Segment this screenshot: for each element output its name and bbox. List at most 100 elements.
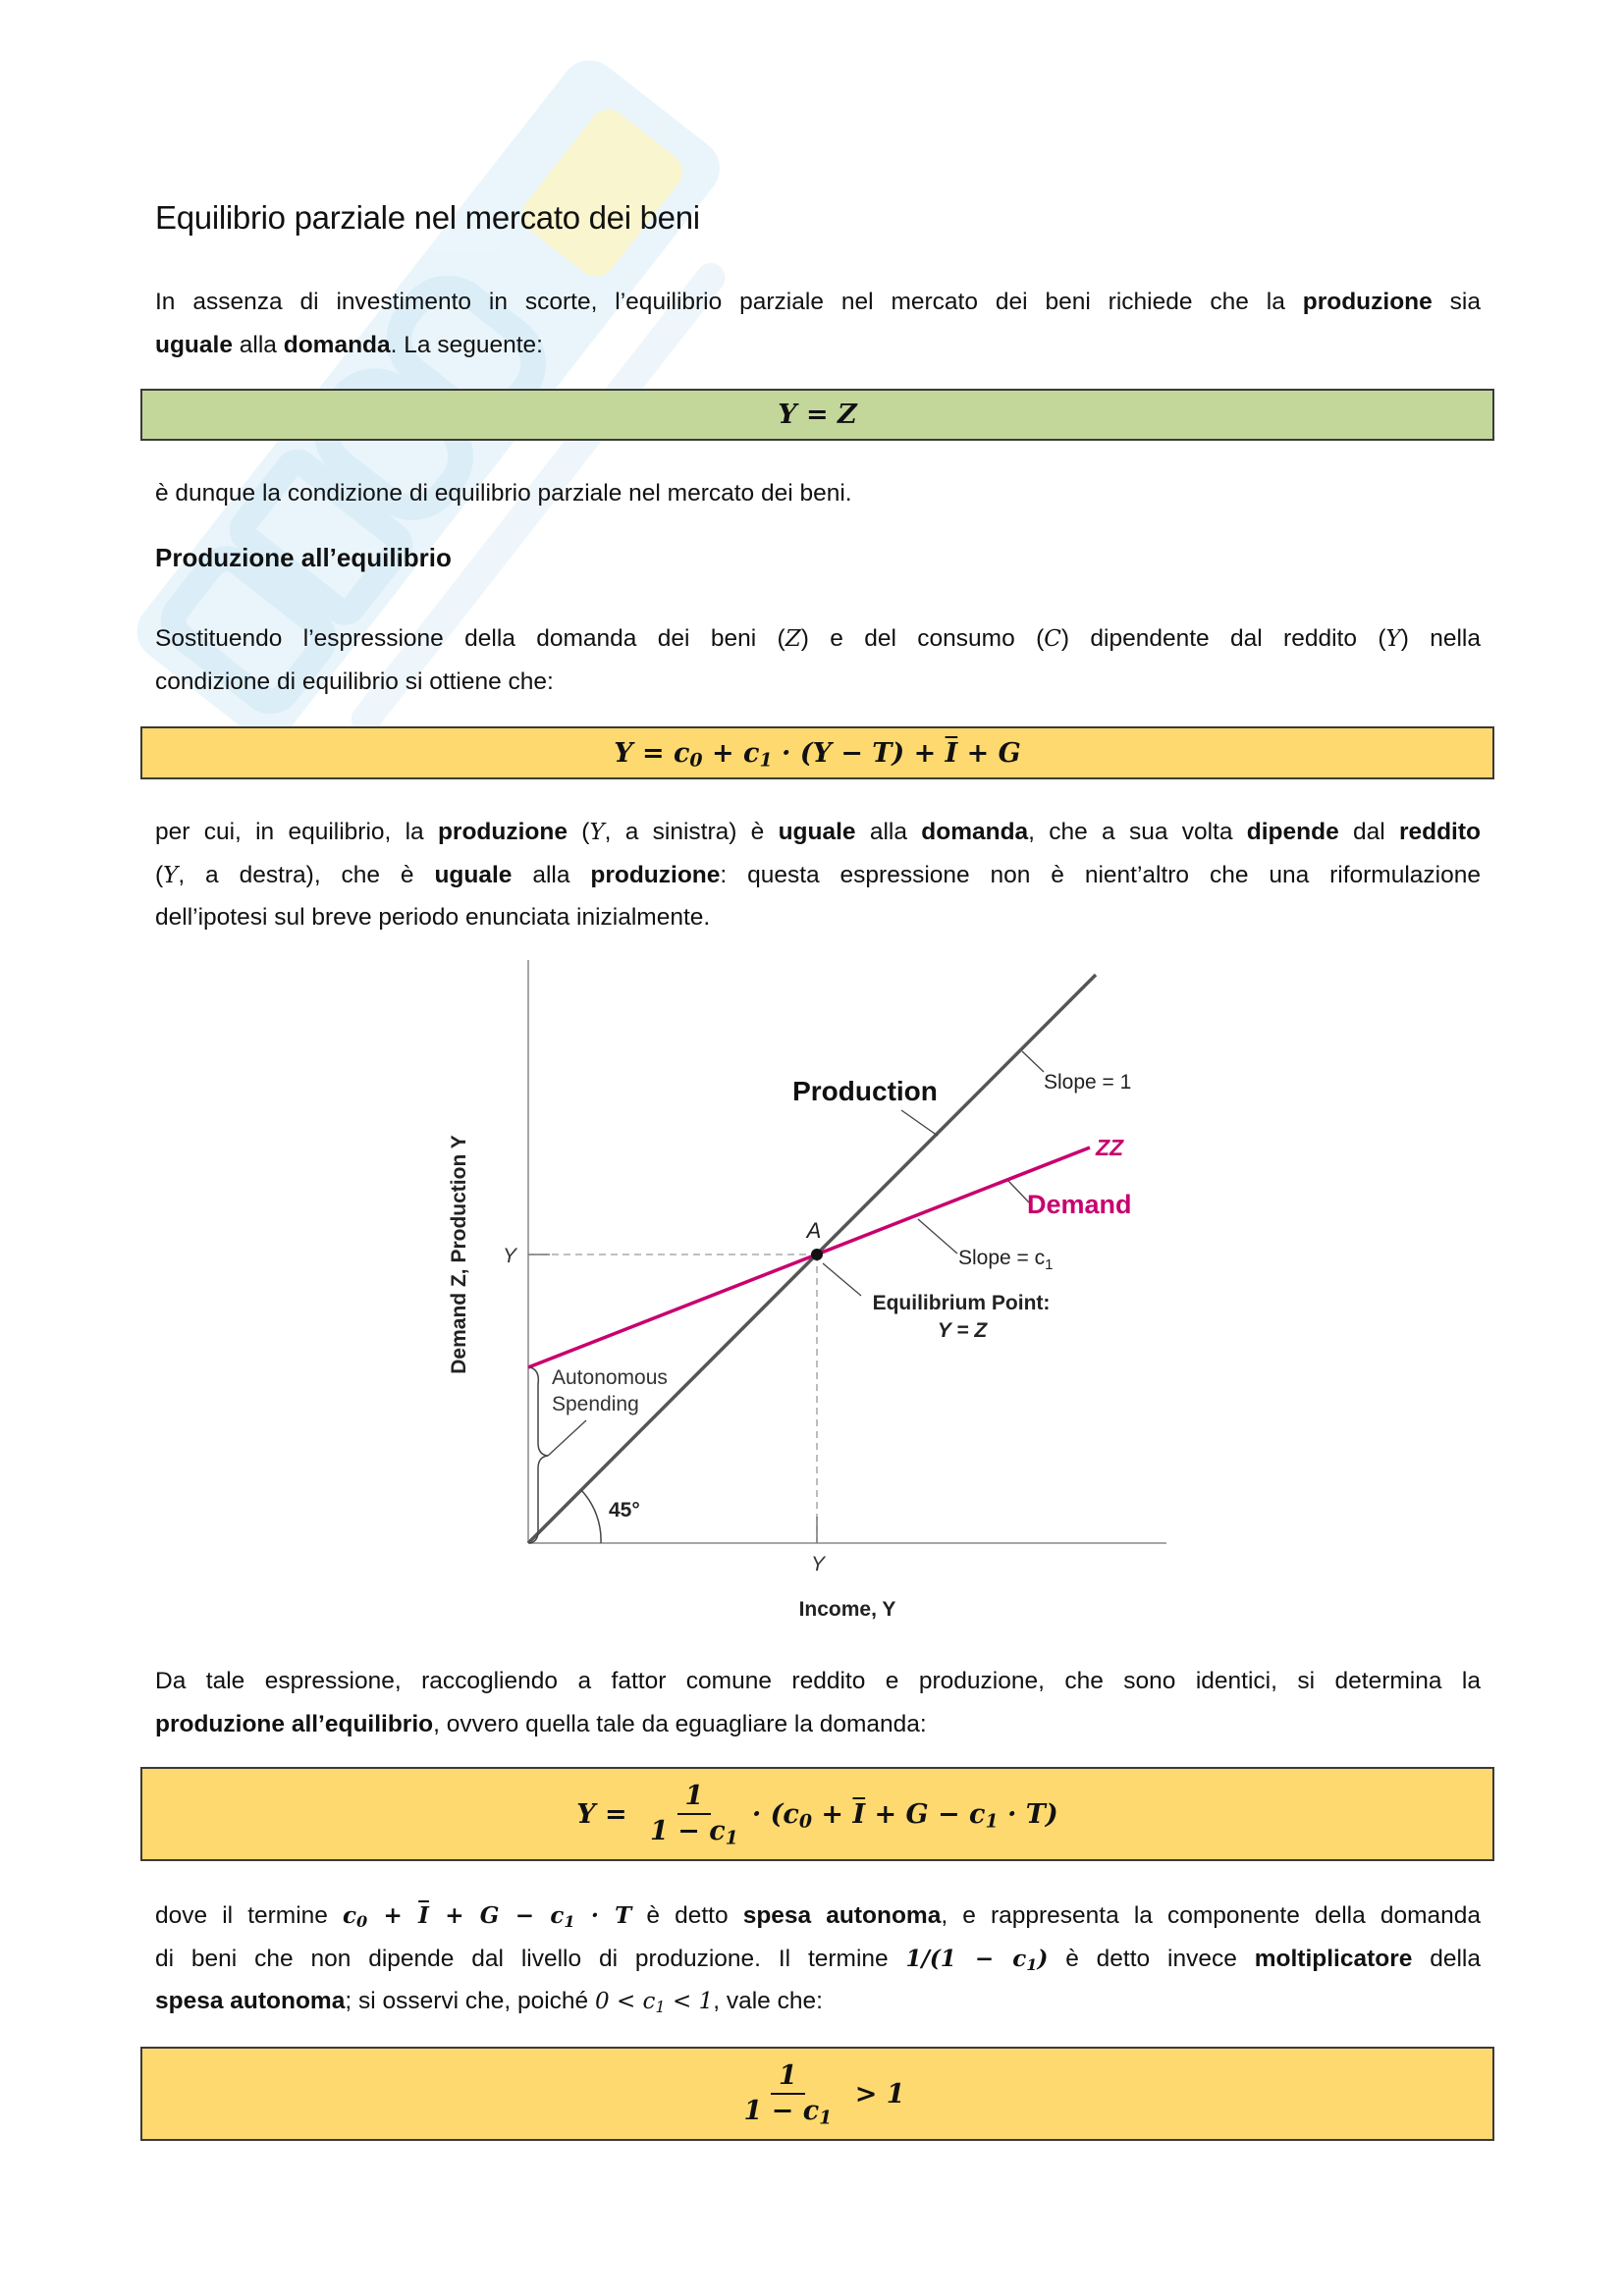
segment-text: Sostituendo l’espressione della domanda … bbox=[155, 625, 785, 652]
text-segment: + G bbox=[957, 738, 1021, 769]
segment-text: dove il termine bbox=[155, 1902, 344, 1929]
segment-text: dell’ipotesi sul breve periodo enunciata… bbox=[155, 904, 711, 932]
segment-text: , e rappresenta la componente della doma… bbox=[941, 1902, 1481, 1929]
segment-text: , che a sua volta bbox=[1028, 819, 1247, 845]
segment-text: I bbox=[418, 1902, 429, 1929]
text-segment: 1 bbox=[779, 2060, 797, 2091]
text-segment: alla bbox=[233, 332, 284, 358]
segment-text: , ovvero quella tale da eguagliare la do… bbox=[433, 1710, 927, 1737]
text-segment: , ovvero quella tale da eguagliare la do… bbox=[433, 1711, 927, 1737]
production-line bbox=[526, 973, 1098, 1545]
bold-text: uguale bbox=[155, 332, 233, 358]
segment-text: alla bbox=[512, 861, 591, 888]
segment-text: produzione bbox=[437, 819, 568, 845]
math-term: Y bbox=[1386, 626, 1401, 652]
subscript: 1 bbox=[1026, 1954, 1038, 1974]
keynesian-cross-figure: Demand Z, Production Y Y Y Income, Y Pro… bbox=[448, 960, 1166, 1621]
segment-text: · (Y − T) + bbox=[772, 737, 946, 769]
section-heading: Produzione all’equilibrio bbox=[155, 543, 452, 572]
segment-text: + G − bbox=[865, 1798, 969, 1830]
text-segment: condizione di equilibrio si ottiene che: bbox=[155, 668, 554, 695]
segment-text: domanda bbox=[921, 819, 1029, 845]
text-segment: ) e del consumo ( bbox=[801, 625, 1045, 652]
segment-text: Y bbox=[163, 862, 179, 888]
text-segment: della bbox=[1412, 1946, 1481, 1972]
math-term: 0 < bbox=[595, 1989, 643, 2014]
segment-text: c bbox=[743, 737, 760, 769]
segment-text: è detto bbox=[631, 1902, 743, 1929]
text-segment: I bbox=[852, 1799, 865, 1830]
text-line: (Y, a destra), che è uguale alla produzi… bbox=[155, 854, 1481, 897]
segment-text: c bbox=[343, 1902, 357, 1929]
text-segment: + bbox=[812, 1799, 852, 1830]
subscript: 1 bbox=[655, 1998, 666, 2017]
segment-text: Da tale espressione, raccogliendo a fatt… bbox=[155, 1668, 1481, 1694]
segment-text: : questa espressione non è nient’altro c… bbox=[720, 861, 1481, 888]
segment-text: reddito bbox=[1398, 819, 1481, 845]
subscript: 0 bbox=[689, 749, 703, 772]
bold-text: produzione bbox=[590, 862, 720, 888]
bold-text: produzione all’equilibrio bbox=[155, 1711, 433, 1737]
paragraph-interpretation: per cui, in equilibrio, la produzione (Y… bbox=[155, 811, 1481, 939]
text-segment: : questa espressione non è nient’altro c… bbox=[720, 862, 1481, 888]
paragraph-intro: In assenza di investimento in scorte, l’… bbox=[155, 281, 1481, 366]
text-segment: c1 bbox=[709, 1816, 738, 1848]
fraction: 1 1 − c1 bbox=[642, 1781, 746, 1848]
subscript: 0 bbox=[356, 1912, 368, 1932]
segment-text: > 1 bbox=[845, 2078, 905, 2109]
segment-text: , a destra), che è bbox=[178, 861, 435, 888]
text-line: In assenza di investimento in scorte, l’… bbox=[155, 281, 1481, 324]
segment-text: Y = Z bbox=[778, 400, 857, 430]
segment-text: per cui, in equilibrio, la bbox=[155, 819, 438, 845]
text-segment: + bbox=[703, 738, 743, 769]
bold-text: uguale bbox=[434, 862, 512, 888]
page-title: Equilibrio parziale nel mercato dei beni bbox=[155, 199, 700, 236]
text-segment: , a sinistra) è bbox=[605, 819, 779, 845]
segment-text: 1/(1 − bbox=[905, 1945, 1013, 1972]
math-term: ) bbox=[1037, 1946, 1048, 1972]
segment-text: 0 < bbox=[595, 1989, 643, 2015]
text-segment: dell’ipotesi sul breve periodo enunciata… bbox=[155, 904, 710, 931]
denominator: 1 − c1 bbox=[642, 1815, 746, 1848]
text-segment: + G − bbox=[865, 1799, 969, 1830]
text-segment: 1 bbox=[685, 1781, 704, 1811]
math-term: · T bbox=[575, 1902, 631, 1929]
demand-line-zz bbox=[527, 1146, 1091, 1369]
text-segment: Sostituendo l’espressione della domanda … bbox=[155, 625, 785, 652]
math-term: + bbox=[367, 1902, 418, 1929]
text-segment: > 1 bbox=[845, 2078, 905, 2109]
segment-text: produzione all’equilibrio bbox=[155, 1710, 434, 1737]
text-line: uguale alla domanda. La seguente: bbox=[155, 324, 1481, 367]
y-tick-label: Y bbox=[503, 1245, 518, 1267]
text-segment: di beni che non dipende dal livello di p… bbox=[155, 1946, 906, 1972]
bold-text: moltiplicatore bbox=[1255, 1946, 1413, 1972]
bold-text: domanda bbox=[284, 332, 391, 358]
segment-text: ) bbox=[1037, 1945, 1049, 1972]
segment-text: Y = bbox=[614, 737, 674, 769]
point-a-label: A bbox=[805, 1218, 822, 1243]
segment-text: alla bbox=[855, 819, 922, 845]
segment-text: , vale che: bbox=[713, 1988, 823, 2015]
math-term: I bbox=[418, 1902, 429, 1929]
bold-text: reddito bbox=[1399, 819, 1481, 845]
leader-production bbox=[900, 1109, 939, 1137]
segment-text: I bbox=[852, 1798, 866, 1830]
text-line: condizione di equilibrio si ottiene che: bbox=[155, 661, 1481, 704]
segment-text: Y = bbox=[576, 1798, 636, 1830]
segment-text: 1 bbox=[778, 2060, 797, 2092]
text-segment: ; si osservi che, poiché bbox=[345, 1988, 595, 2014]
segment-text: produzione bbox=[590, 861, 721, 888]
bold-text: spesa autonoma bbox=[155, 1988, 345, 2014]
segment-text: ) nella bbox=[1400, 625, 1481, 652]
subscript: 1 bbox=[759, 749, 773, 772]
segment-text: spesa autonoma bbox=[742, 1902, 942, 1929]
segment-text: alla bbox=[232, 331, 284, 358]
math-term: C bbox=[1044, 626, 1061, 652]
text-segment: , e rappresenta la componente della doma… bbox=[941, 1902, 1481, 1929]
leader-demand bbox=[1007, 1180, 1030, 1203]
x-axis-label: Income, Y bbox=[799, 1598, 896, 1621]
segment-text: condizione di equilibrio si ottiene che: bbox=[155, 667, 554, 695]
